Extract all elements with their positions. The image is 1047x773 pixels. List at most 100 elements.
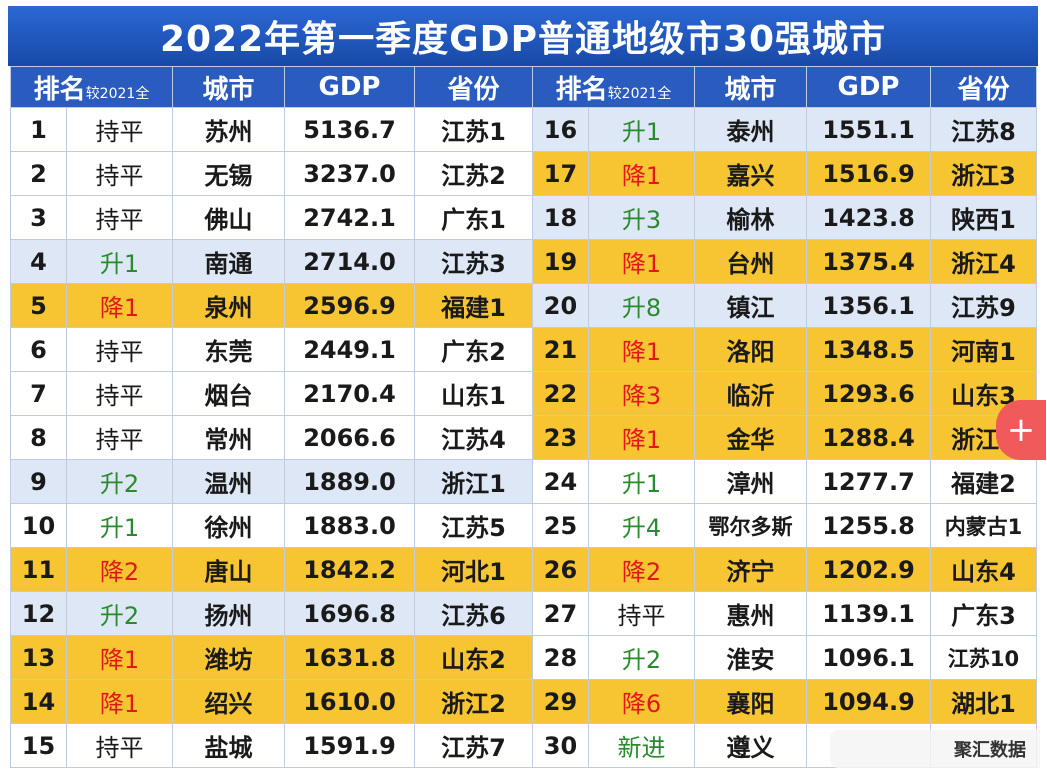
right-city-cell: 遵义 [694, 723, 807, 768]
right-city-cell: 漳州 [694, 459, 807, 504]
left-city-cell: 徐州 [172, 503, 285, 548]
right-rank-cell: 26 [532, 547, 589, 592]
left-change-cell: 持平 [66, 151, 173, 196]
watermark: 聚汇数据 [830, 730, 1040, 768]
left-province-cell: 江苏7 [414, 723, 533, 768]
left-province-cell: 山东2 [414, 635, 533, 680]
right-province-cell: 江苏10 [930, 635, 1037, 680]
left-change-cell: 持平 [66, 327, 173, 372]
table-row: 3 持平 佛山 2742.1 广东1 18 升3 榆林 1423.8 陕西1 [10, 195, 1037, 240]
left-change-cell: 降1 [66, 635, 173, 680]
left-change-cell: 持平 [66, 107, 173, 152]
right-province-cell: 福建2 [930, 459, 1037, 504]
right-city-cell: 淮安 [694, 635, 807, 680]
left-city-cell: 唐山 [172, 547, 285, 592]
table-row: 6 持平 东莞 2449.1 广东2 21 降1 洛阳 1348.5 河南1 [10, 327, 1037, 372]
right-change-cell: 降1 [588, 151, 695, 196]
right-province-cell: 浙江3 [930, 151, 1037, 196]
left-province-cell: 福建1 [414, 283, 533, 328]
left-province-cell: 江苏6 [414, 591, 533, 636]
right-city-cell: 镇江 [694, 283, 807, 328]
left-rank-cell: 7 [10, 371, 67, 416]
right-province-cell: 广东3 [930, 591, 1037, 636]
left-gdp-cell: 1591.9 [284, 723, 415, 768]
right-gdp-cell: 1551.1 [806, 107, 931, 152]
left-change-cell: 持平 [66, 195, 173, 240]
right-rank-cell: 17 [532, 151, 589, 196]
right-change-cell: 升3 [588, 195, 695, 240]
table-row: 2 持平 无锡 3237.0 江苏2 17 降1 嘉兴 1516.9 浙江3 [10, 151, 1037, 196]
plus-icon[interactable]: + [996, 400, 1046, 460]
right-province-cell: 河南1 [930, 327, 1037, 372]
right-city-cell: 金华 [694, 415, 807, 460]
right-change-cell: 降1 [588, 239, 695, 284]
rank-header-right: 排名较2021全 [532, 66, 695, 108]
left-province-cell: 江苏5 [414, 503, 533, 548]
table-row: 11 降2 唐山 1842.2 河北1 26 降2 济宁 1202.9 山东4 [10, 547, 1037, 592]
right-city-cell: 鄂尔多斯 [694, 503, 807, 548]
left-gdp-cell: 1889.0 [284, 459, 415, 504]
right-gdp-cell: 1288.4 [806, 415, 931, 460]
left-change-cell: 持平 [66, 415, 173, 460]
left-city-cell: 常州 [172, 415, 285, 460]
left-rank-cell: 2 [10, 151, 67, 196]
right-city-cell: 济宁 [694, 547, 807, 592]
left-rank-cell: 12 [10, 591, 67, 636]
left-city-cell: 苏州 [172, 107, 285, 152]
table-row: 12 升2 扬州 1696.8 江苏6 27 持平 惠州 1139.1 广东3 [10, 591, 1037, 636]
left-rank-cell: 8 [10, 415, 67, 460]
right-gdp-cell: 1423.8 [806, 195, 931, 240]
table-row: 9 升2 温州 1889.0 浙江1 24 升1 漳州 1277.7 福建2 [10, 459, 1037, 504]
right-province-cell: 湖北1 [930, 679, 1037, 724]
left-gdp-cell: 1610.0 [284, 679, 415, 724]
left-change-cell: 升1 [66, 239, 173, 284]
left-gdp-cell: 2714.0 [284, 239, 415, 284]
right-rank-cell: 22 [532, 371, 589, 416]
right-rank-cell: 25 [532, 503, 589, 548]
left-rank-cell: 5 [10, 283, 67, 328]
right-gdp-cell: 1356.1 [806, 283, 931, 328]
right-rank-cell: 20 [532, 283, 589, 328]
left-rank-cell: 1 [10, 107, 67, 152]
left-rank-cell: 15 [10, 723, 67, 768]
right-gdp-cell: 1293.6 [806, 371, 931, 416]
left-city-cell: 绍兴 [172, 679, 285, 724]
right-change-cell: 降3 [588, 371, 695, 416]
left-province-cell: 江苏2 [414, 151, 533, 196]
gdp-header-right: GDP [806, 66, 931, 108]
left-province-cell: 河北1 [414, 547, 533, 592]
city-header-left: 城市 [172, 66, 285, 108]
left-change-cell: 降2 [66, 547, 173, 592]
right-change-cell: 升2 [588, 635, 695, 680]
right-rank-cell: 30 [532, 723, 589, 768]
right-city-cell: 襄阳 [694, 679, 807, 724]
left-city-cell: 南通 [172, 239, 285, 284]
left-rank-cell: 13 [10, 635, 67, 680]
left-change-cell: 持平 [66, 371, 173, 416]
right-rank-cell: 29 [532, 679, 589, 724]
right-province-cell: 山东4 [930, 547, 1037, 592]
table-row: 14 降1 绍兴 1610.0 浙江2 29 降6 襄阳 1094.9 湖北1 [10, 679, 1037, 724]
left-gdp-cell: 2449.1 [284, 327, 415, 372]
left-province-cell: 浙江2 [414, 679, 533, 724]
right-gdp-cell: 1277.7 [806, 459, 931, 504]
left-change-cell: 持平 [66, 723, 173, 768]
right-change-cell: 升1 [588, 107, 695, 152]
city-header-right: 城市 [694, 66, 807, 108]
left-city-cell: 佛山 [172, 195, 285, 240]
left-rank-cell: 4 [10, 239, 67, 284]
left-province-cell: 江苏4 [414, 415, 533, 460]
left-rank-cell: 9 [10, 459, 67, 504]
right-change-cell: 降6 [588, 679, 695, 724]
left-rank-cell: 10 [10, 503, 67, 548]
left-city-cell: 扬州 [172, 591, 285, 636]
left-gdp-cell: 5136.7 [284, 107, 415, 152]
rank-header-left: 排名较2021全 [10, 66, 173, 108]
right-city-cell: 临沂 [694, 371, 807, 416]
right-change-cell: 升1 [588, 459, 695, 504]
right-rank-cell: 23 [532, 415, 589, 460]
table-header-row: 排名较2021全 城市 GDP 省份 排名较2021全 城市 GDP 省份 [10, 66, 1037, 108]
left-city-cell: 泉州 [172, 283, 285, 328]
right-province-cell: 江苏8 [930, 107, 1037, 152]
right-change-cell: 降1 [588, 327, 695, 372]
